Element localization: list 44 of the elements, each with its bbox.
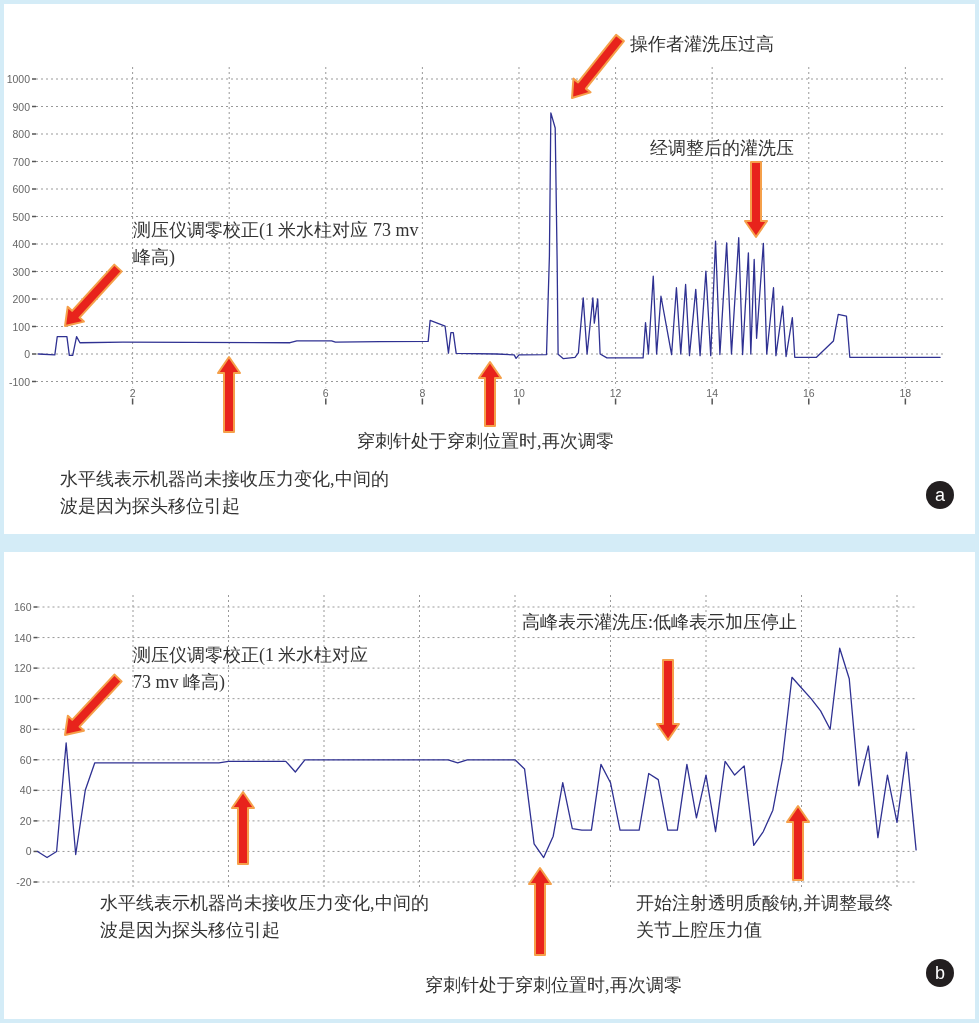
- text: 操作者灌洗压过高: [630, 34, 774, 54]
- y-tick-label: -20: [16, 876, 32, 888]
- y-tick-label: 400: [12, 238, 31, 250]
- x-tick-label: 16: [802, 386, 815, 399]
- y-tick-label: 120: [13, 662, 32, 675]
- line-series: [36, 647, 917, 859]
- y-tick-label: 700: [12, 155, 31, 168]
- annotation: 经调整后的灌洗压: [650, 138, 794, 158]
- line-series: [37, 112, 941, 360]
- y-tick-label: 0: [25, 845, 32, 858]
- y-tick-label: 0: [24, 348, 31, 360]
- y-tick-label: -100: [8, 375, 31, 388]
- x-tick-label: 10: [513, 386, 525, 399]
- y-tick-label: 1000: [6, 73, 31, 85]
- y-tick-label: 300: [12, 265, 31, 278]
- x-tick-label: 18: [899, 386, 912, 399]
- y-tick-label: 20: [19, 814, 32, 827]
- annotation: 高峰表示灌洗压:低峰表示加压停止: [522, 612, 798, 632]
- text: 穿刺针处于穿刺位置时,再次调零: [425, 975, 682, 995]
- y-tick-label: 500: [12, 210, 31, 223]
- y-tick-label: 60: [19, 753, 32, 766]
- y-tick-label: 100: [13, 692, 32, 705]
- text: 开始注射透明质酸钠,并调整最终关节上腔压力值: [636, 893, 893, 940]
- x-tick-label: 6: [322, 386, 329, 399]
- annotation: 测压仪调零校正(1 米水柱对应 73 mv 峰高): [133, 645, 369, 693]
- x-tick-label: 12: [609, 386, 622, 399]
- y-tick-label: 40: [19, 784, 32, 797]
- x-tick-label: 14: [706, 386, 719, 399]
- y-tick-label: 100: [12, 320, 31, 333]
- annotation: 测压仪调零校正(1 米水柱对应 73 mv 峰高): [133, 220, 419, 268]
- x-tick-label: 2: [129, 386, 136, 399]
- text: a: [934, 485, 946, 505]
- text: 水平线表示机器尚未接收压力变化,中间的波是因为探头移位引起: [60, 469, 389, 516]
- x-tick-label: 8: [419, 386, 426, 399]
- y-tick-label: 80: [19, 723, 32, 736]
- y-tick-label: 140: [13, 631, 32, 644]
- y-tick-label: 800: [12, 128, 31, 140]
- y-tick-label: 900: [12, 100, 31, 113]
- text: b: [934, 963, 946, 983]
- text: 水平线表示机器尚未接收压力变化,中间的波是因为探头移位引起: [100, 893, 429, 940]
- y-tick-label: 600: [12, 183, 31, 195]
- text: 穿刺针处于穿刺位置时,再次调零: [357, 431, 614, 451]
- y-tick-label: 160: [13, 601, 32, 613]
- y-tick-label: 200: [12, 293, 31, 305]
